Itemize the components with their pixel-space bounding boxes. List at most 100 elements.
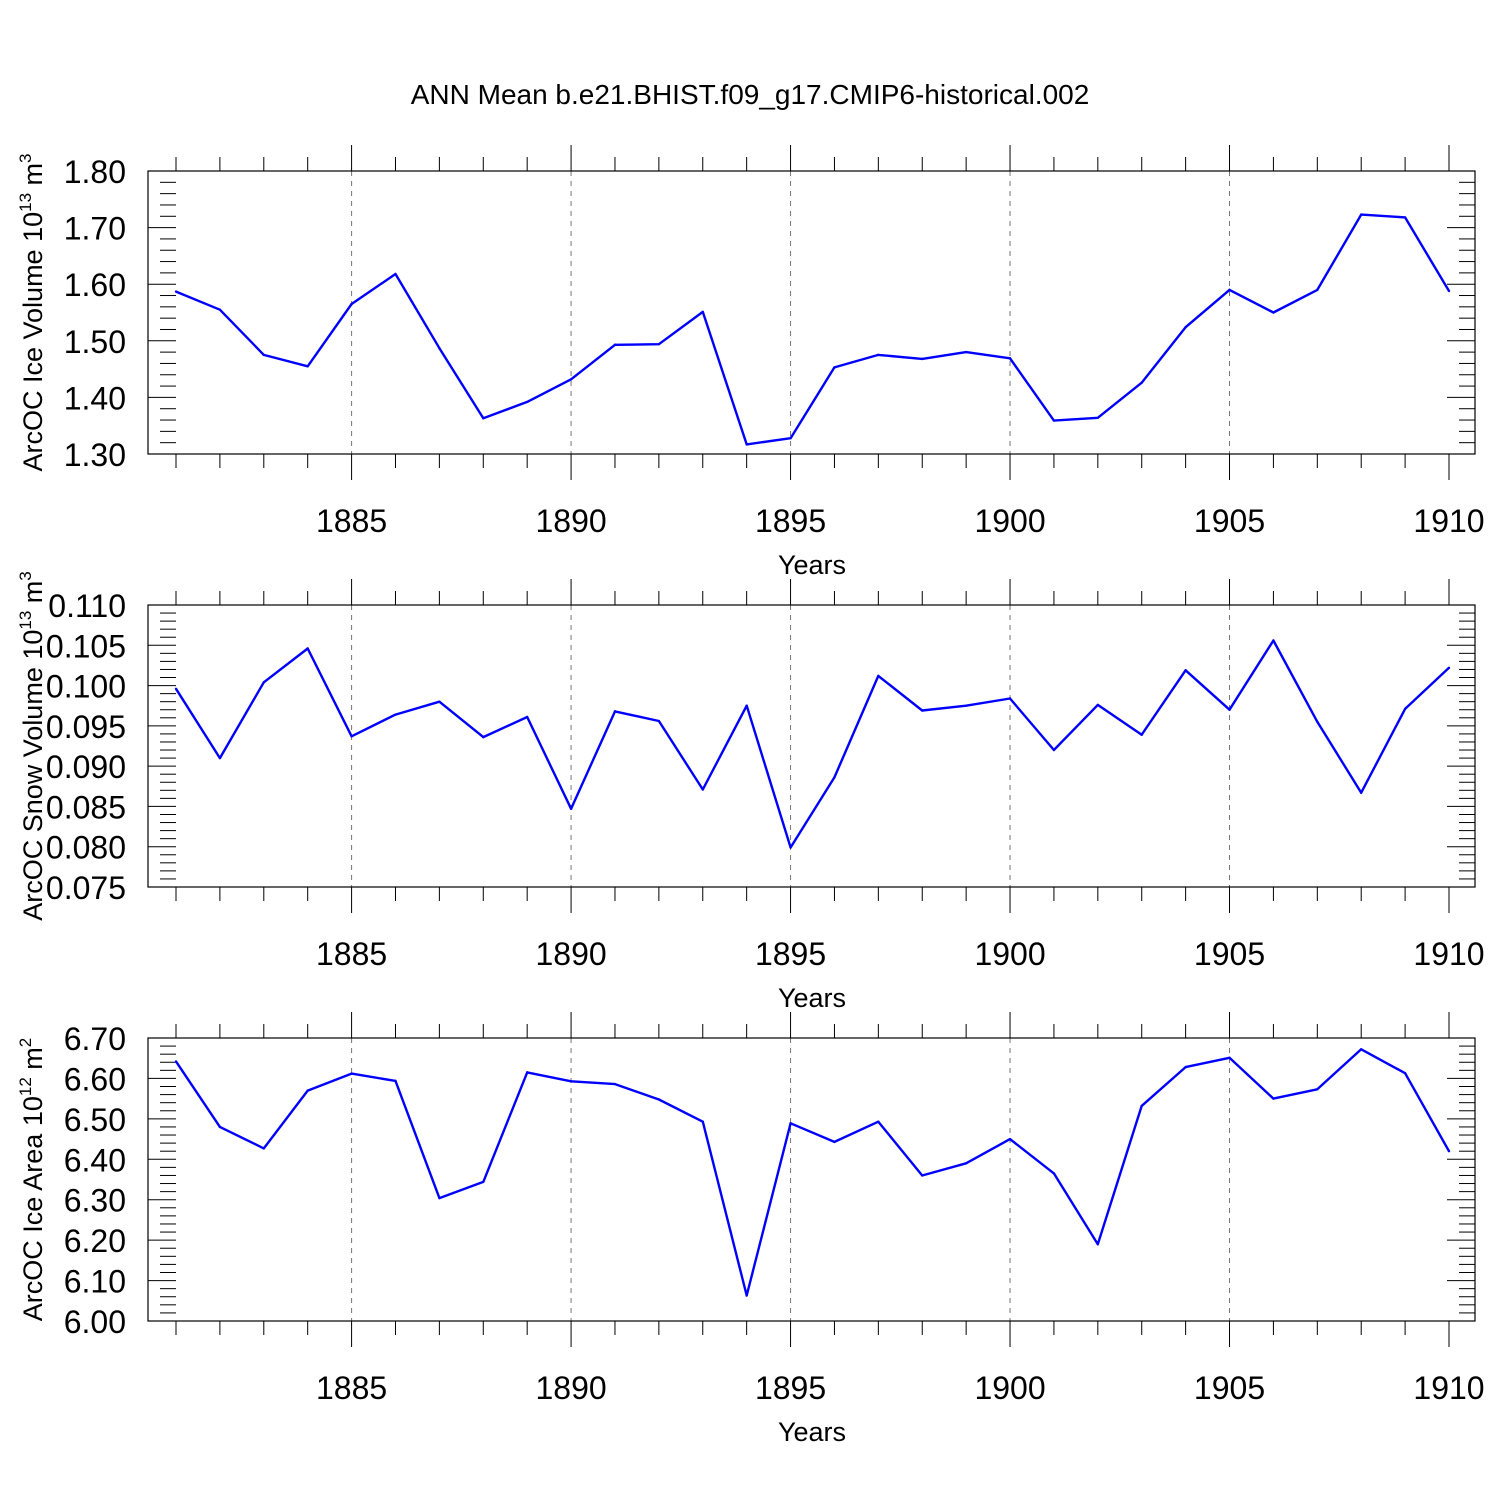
y-tick-label: 6.60	[64, 1061, 126, 1097]
data-point-1885	[350, 1072, 353, 1075]
data-point-1883	[262, 353, 265, 357]
data-point-1897	[877, 353, 880, 357]
data-point-1891	[613, 710, 617, 713]
data-point-1908	[1360, 1048, 1363, 1051]
data-point-1907	[1316, 288, 1319, 292]
data-point-1885	[350, 302, 353, 306]
data-point-1909	[1403, 707, 1407, 711]
data-point-1889	[525, 1071, 529, 1074]
data-point-1886	[394, 272, 397, 276]
data-point-1906	[1272, 1097, 1275, 1100]
data-point-1884	[306, 1089, 309, 1092]
y-tick-label: 0.085	[46, 789, 126, 825]
y-axis-title-unit-sup: 3	[16, 153, 35, 162]
plot-frame	[147, 604, 1476, 888]
data-point-1902	[1096, 703, 1100, 707]
y-tick-label: 1.70	[64, 211, 126, 247]
panels-container: 1.30 1.40 1.50 1.60 1.70 1.80 1885 1890 1895 1900…	[16, 145, 1485, 1447]
x-axis-title: Years	[778, 983, 846, 1013]
y-tick-label: 0.090	[46, 749, 126, 785]
y-tick-label: 6.40	[64, 1142, 126, 1178]
data-point-1909	[1403, 216, 1407, 219]
data-point-1899	[964, 704, 968, 707]
data-point-1887	[438, 1196, 441, 1200]
chart-panel-2: 0.075 0.080 0.085 0.090 0.095 0.100 0.105 0.110…	[16, 571, 1485, 1013]
data-point-1882	[218, 756, 222, 760]
data-point-1910	[1447, 1150, 1451, 1153]
data-point-1900	[1008, 357, 1012, 360]
series-line	[174, 639, 1450, 849]
data-point-1893	[701, 788, 704, 791]
x-axis-title: Years	[778, 550, 846, 580]
data-point-1889	[525, 715, 529, 719]
data-point-1890	[569, 1080, 573, 1083]
data-point-1908	[1360, 791, 1363, 794]
y-axis-title-sup: 12	[16, 1077, 35, 1096]
data-point-1904	[1184, 1065, 1187, 1069]
y-tick-label: 0.110	[48, 588, 126, 624]
data-point-1895	[789, 1122, 792, 1125]
data-point-1905	[1228, 708, 1231, 711]
data-point-1894	[745, 1294, 748, 1297]
data-point-1883	[262, 1147, 265, 1150]
data-point-1892	[657, 342, 661, 346]
data-point-1882	[218, 1125, 222, 1129]
data-point-1910	[1447, 666, 1451, 670]
series-line	[175, 1048, 1451, 1297]
y-tick-label: 1.50	[64, 324, 126, 360]
y-tick-label: 1.40	[64, 380, 126, 416]
x-tick-label: 1910	[1413, 503, 1484, 539]
x-tick-label: 1895	[755, 503, 826, 539]
data-point-1891	[613, 343, 617, 346]
data-point-1902	[1096, 1242, 1100, 1246]
data-point-1890	[569, 807, 573, 811]
y-tick-label: 0.100	[46, 669, 126, 705]
data-point-1904	[1184, 326, 1187, 329]
data-point-1881	[174, 290, 178, 293]
x-tick-label: 1885	[316, 936, 387, 972]
y-axis-title-unit: m	[18, 1047, 48, 1077]
y-axis-title-text: ArcOC Ice Area 10	[18, 1096, 48, 1321]
plot-frame	[147, 1037, 1476, 1322]
x-tick-label: 1900	[974, 936, 1045, 972]
y-tick-label: 0.095	[46, 709, 126, 745]
x-tick-label: 1910	[1413, 936, 1484, 972]
x-tick-label: 1895	[755, 936, 826, 972]
x-tick-label: 1900	[974, 503, 1045, 539]
plot-frame	[147, 170, 1476, 455]
data-point-1898	[921, 1174, 924, 1177]
y-tick-label: 6.50	[64, 1102, 126, 1138]
data-point-1893	[701, 1120, 704, 1123]
data-point-1909	[1403, 1071, 1407, 1075]
data-point-1906	[1272, 311, 1275, 314]
y-tick-label: 0.080	[46, 830, 126, 866]
data-point-1888	[482, 1180, 485, 1184]
x-tick-label: 1910	[1413, 1370, 1484, 1406]
y-tick-label: 6.10	[64, 1264, 126, 1300]
data-point-1896	[833, 366, 836, 369]
data-point-1887	[438, 346, 441, 350]
data-point-1900	[1008, 697, 1012, 700]
data-point-1897	[877, 674, 880, 678]
y-axis-title-sup: 13	[16, 193, 35, 212]
data-point-1891	[613, 1082, 617, 1086]
y-axis-title-unit: m	[18, 581, 48, 611]
y-axis-title-sup: 13	[16, 611, 35, 630]
data-point-1882	[218, 308, 222, 311]
data-point-1903	[1140, 1104, 1143, 1108]
data-point-1887	[438, 700, 441, 703]
x-tick-label: 1890	[535, 503, 606, 539]
y-axis-title: ArcOC Snow Volume 1013 m3	[16, 571, 48, 921]
data-point-1888	[482, 735, 485, 739]
data-point-1901	[1052, 419, 1056, 422]
data-point-1896	[833, 1140, 836, 1144]
y-axis-title-text: ArcOC Ice Volume 10	[18, 212, 48, 472]
data-point-1892	[657, 719, 661, 723]
y-tick-label: 1.30	[64, 437, 126, 473]
data-point-1890	[569, 378, 573, 381]
y-tick-label: 6.00	[64, 1304, 126, 1340]
data-point-1885	[350, 735, 353, 738]
data-point-1892	[657, 1098, 661, 1101]
data-point-1886	[394, 1079, 397, 1083]
